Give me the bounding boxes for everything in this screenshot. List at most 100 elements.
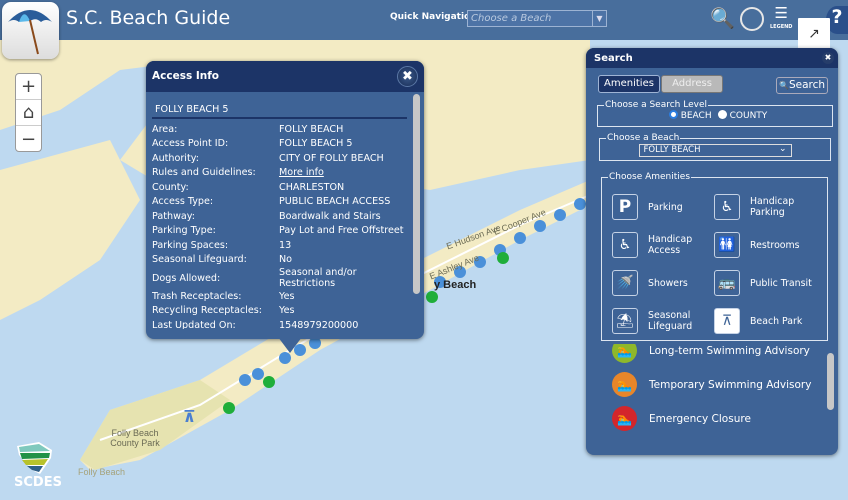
- tab-amenities[interactable]: Amenities: [598, 75, 660, 93]
- locate-icon[interactable]: [740, 7, 764, 31]
- radio-county[interactable]: [717, 110, 727, 119]
- legend-item-label: Emergency Closure: [649, 412, 751, 425]
- legend-list: 🏊 Long-term Swimming Advisory 🏊 Temporary S…: [586, 344, 826, 451]
- zoom-control: + ⌂ −: [15, 73, 42, 152]
- amenity-picnic-table[interactable]: ⊼ Beach Park: [714, 308, 812, 334]
- info-value: Pay Lot and Free Offstreet: [279, 225, 404, 237]
- info-value: Boardwalk and Stairs: [279, 210, 381, 222]
- swimmer-icon: 🏊: [612, 406, 637, 431]
- info-row: County: CHARLESTON: [152, 180, 407, 195]
- info-row: Recycling Receptacles: Yes: [152, 304, 407, 319]
- legend-item: 🏊 Emergency Closure: [612, 406, 751, 431]
- info-key: Access Type:: [152, 196, 214, 208]
- quick-navigation-placeholder: Choose a Beach: [471, 13, 552, 24]
- radio-county-label: COUNTY: [729, 111, 768, 121]
- shower-icon: 🚿: [612, 270, 638, 296]
- home-icon[interactable]: ⌂: [16, 100, 41, 126]
- search-button[interactable]: 🔍 Search: [776, 77, 828, 94]
- info-row: Trash Receptacles: Yes: [152, 289, 407, 304]
- access-info-body: FOLLY BEACH 5 Area: FOLLY BEACH Access Poi…: [152, 101, 407, 329]
- more-info-link[interactable]: More info: [279, 167, 324, 179]
- close-icon[interactable]: ✖: [397, 66, 418, 87]
- radio-beach[interactable]: [668, 110, 678, 119]
- amenity-label: Beach Park: [750, 315, 803, 327]
- info-value: FOLLY BEACH 5: [279, 138, 353, 150]
- amenity-shower[interactable]: 🚿 Showers: [612, 270, 710, 296]
- restroom-icon: 🚻: [714, 232, 740, 258]
- scdes-logo: [17, 442, 52, 474]
- info-row: Parking Type: Pay Lot and Free Offstreet: [152, 224, 407, 239]
- info-row: Area: FOLLY BEACH: [152, 122, 407, 137]
- quick-navigation-label: Quick Navigation: [390, 12, 477, 22]
- info-value: 13: [279, 239, 292, 251]
- tab-address[interactable]: Address: [661, 75, 723, 93]
- swimmer-icon: 🏊: [612, 344, 637, 363]
- amenities-legend: Choose Amenities: [609, 172, 691, 182]
- zoom-in-button[interactable]: +: [16, 74, 41, 100]
- info-value: PUBLIC BEACH ACCESS: [279, 196, 391, 208]
- info-value: CHARLESTON: [279, 181, 345, 193]
- info-row: Pathway: Boardwalk and Stairs: [152, 209, 407, 224]
- amenity-label: Handicap Parking: [750, 196, 795, 218]
- info-row: Rules and Guidelines: More info: [152, 166, 407, 181]
- app-logo: [2, 2, 59, 59]
- info-key: Seasonal Lifeguard:: [152, 254, 247, 266]
- legend-icon[interactable]: ☰ LEGEND: [770, 6, 792, 34]
- scrollbar[interactable]: [413, 94, 420, 294]
- bus-icon: 🚌: [714, 270, 740, 296]
- amenity-lifeguard[interactable]: ⛱ Seasonal Lifeguard: [612, 308, 710, 334]
- info-key: County:: [152, 181, 189, 193]
- info-row: Parking Spaces: 13: [152, 238, 407, 253]
- info-row: Access Point ID: FOLLY BEACH 5: [152, 137, 407, 152]
- amenity-label: Showers: [648, 277, 688, 289]
- scrollbar[interactable]: [827, 353, 834, 410]
- handicap-parking-icon: ♿: [714, 194, 740, 220]
- amenity-handicap-parking[interactable]: ♿ Handicap Parking: [714, 194, 812, 220]
- info-key: Last Updated On:: [152, 319, 236, 329]
- info-row: Authority: CITY OF FOLLY BEACH: [152, 151, 407, 166]
- legend-item-label: Temporary Swimming Advisory: [649, 378, 812, 391]
- amenity-label: Seasonal Lifeguard: [648, 310, 693, 332]
- quick-navigation-select[interactable]: Choose a Beach ▼: [467, 10, 607, 27]
- info-value: 1548979200000: [279, 319, 359, 329]
- info-key: Trash Receptacles:: [152, 290, 242, 302]
- amenity-wheelchair[interactable]: ♿ Handicap Access: [612, 232, 710, 258]
- amenity-label: Handicap Access: [648, 234, 693, 256]
- map-label-folly-beach: Folly Beach: [78, 467, 126, 477]
- popout-icon[interactable]: ↗: [798, 18, 830, 50]
- amenity-bus[interactable]: 🚌 Public Transit: [714, 270, 812, 296]
- picnic-table-icon: ⊼: [714, 308, 740, 334]
- search-icon[interactable]: 🔍: [710, 6, 735, 30]
- info-value: Yes: [279, 290, 295, 302]
- zoom-out-button[interactable]: −: [20, 128, 37, 150]
- beach-select[interactable]: FOLLY BEACH ⌄: [638, 144, 792, 157]
- amenity-restroom[interactable]: 🚻 Restrooms: [714, 232, 812, 258]
- info-value: CITY OF FOLLY BEACH: [279, 152, 384, 164]
- map-label-beach: y Beach: [434, 279, 477, 291]
- info-key: Pathway:: [152, 210, 196, 222]
- swimmer-icon: 🏊: [612, 372, 637, 397]
- scdes-logo-text: SCDES: [14, 475, 62, 490]
- info-key: Parking Spaces:: [152, 239, 229, 251]
- chevron-down-icon: ▼: [592, 11, 606, 26]
- info-key: Access Point ID:: [152, 138, 229, 150]
- info-key: Authority:: [152, 152, 199, 164]
- search-panel: Search ✖ Amenities Address 🔍 Search Choos…: [586, 48, 838, 455]
- amenities-group: Choose Amenities P Parking ♿ Handicap Parki…: [601, 172, 828, 341]
- legend-item-label: Long-term Swimming Advisory: [649, 344, 810, 357]
- amenity-label: Restrooms: [750, 239, 800, 251]
- close-icon[interactable]: ✖: [822, 52, 834, 64]
- info-key: Area:: [152, 123, 178, 135]
- info-key: Recycling Receptacles:: [152, 305, 263, 317]
- access-info-popup: Access Info ✖ FOLLY BEACH 5 Area: FOLLY B…: [146, 61, 424, 353]
- search-button-label: Search: [789, 79, 826, 91]
- search-icon: 🔍: [779, 81, 789, 90]
- info-value: Seasonal and/or Restrictions: [279, 267, 357, 289]
- access-point-name: FOLLY BEACH 5: [152, 101, 407, 119]
- info-row: Seasonal Lifeguard: No: [152, 253, 407, 268]
- search-panel-title: Search: [586, 48, 838, 68]
- info-row: Access Type: PUBLIC BEACH ACCESS: [152, 195, 407, 210]
- amenity-parking[interactable]: P Parking: [612, 194, 710, 220]
- help-icon[interactable]: ?: [826, 6, 848, 34]
- info-key: Dogs Allowed:: [152, 272, 221, 284]
